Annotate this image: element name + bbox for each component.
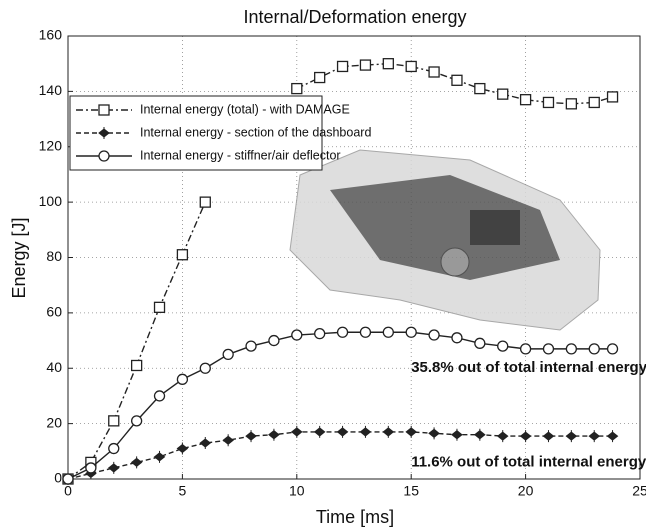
marker-circle [109,444,119,454]
marker-square [109,416,119,426]
marker-circle [452,333,462,343]
marker-plus [498,430,508,442]
marker-plus [475,429,485,441]
marker-plus [177,443,187,455]
marker-circle [200,363,210,373]
x-tick-label: 15 [403,483,419,499]
marker-square [383,59,393,69]
marker-plus [292,426,302,438]
marker-circle [132,416,142,426]
marker-square [589,97,599,107]
marker-circle [406,327,416,337]
marker-plus [543,430,553,442]
marker-square [200,197,210,207]
marker-circle [498,341,508,351]
marker-square [292,84,302,94]
x-tick-label: 10 [289,483,305,499]
marker-plus [406,426,416,438]
dashboard-picture [290,150,600,330]
marker-square [360,60,370,70]
marker-square [608,92,618,102]
marker-circle [246,341,256,351]
y-tick-label: 80 [46,248,62,264]
marker-circle [566,344,576,354]
marker-square [429,67,439,77]
marker-circle [177,374,187,384]
marker-square [338,61,348,71]
marker-square [498,89,508,99]
marker-circle [360,327,370,337]
marker-square [155,302,165,312]
marker-circle [589,344,599,354]
marker-plus [200,437,210,449]
marker-circle [292,330,302,340]
y-tick-label: 120 [39,137,63,153]
y-tick-label: 100 [39,193,63,209]
y-tick-label: 0 [54,470,62,486]
x-tick-label: 5 [179,483,187,499]
marker-plus [566,430,576,442]
marker-plus [109,462,119,474]
marker-plus [383,426,393,438]
marker-circle [338,327,348,337]
y-tick-label: 160 [39,27,63,43]
marker-circle [315,329,325,339]
chart-title: Internal/Deformation energy [243,7,466,27]
marker-circle [63,474,73,484]
marker-circle [269,336,279,346]
marker-circle [86,463,96,473]
y-tick-label: 60 [46,304,62,320]
marker-plus [521,430,531,442]
marker-plus [589,430,599,442]
marker-square [475,84,485,94]
marker-square [315,73,325,83]
marker-plus [429,427,439,439]
legend: Internal energy (total) - with DAMAGE Int… [70,96,371,170]
marker-square [543,97,553,107]
marker-plus [132,456,142,468]
marker-square [566,99,576,109]
marker-plus [223,434,233,446]
x-tick-label: 0 [64,483,72,499]
marker-circle [383,327,393,337]
x-axis-label: Time [ms] [316,507,394,527]
marker-plus [246,430,256,442]
marker-plus [360,426,370,438]
marker-square [177,250,187,260]
marker-circle [155,391,165,401]
marker-square [132,360,142,370]
x-tick-label: 25 [632,483,646,499]
y-axis-label: Energy [J] [9,217,29,298]
marker-square [406,61,416,71]
marker-circle [99,151,109,161]
marker-circle [429,330,439,340]
annotation: 35.8% out of total internal energy [411,359,646,376]
y-tick-label: 140 [39,82,63,98]
marker-plus [608,430,618,442]
legend-label: Internal energy - stiffner/air deflector [140,148,341,162]
marker-circle [475,338,485,348]
marker-plus [155,451,165,463]
y-tick-label: 40 [46,359,62,375]
chart: Internal/Deformation energy Time [ms] En… [0,0,646,529]
marker-square [452,75,462,85]
marker-square [521,95,531,105]
y-tick-label: 20 [46,414,62,430]
marker-square [99,105,109,115]
marker-plus [315,426,325,438]
x-tick-label: 20 [518,483,534,499]
marker-circle [543,344,553,354]
marker-plus [338,426,348,438]
marker-circle [521,344,531,354]
marker-circle [223,349,233,359]
marker-plus [452,429,462,441]
marker-circle [608,344,618,354]
annotation: 11.6% out of total internal energy [411,453,646,470]
legend-label: Internal energy (total) - with DAMAGE [140,102,350,116]
marker-plus [269,429,279,441]
legend-label: Internal energy - section of the dashboa… [140,125,371,139]
